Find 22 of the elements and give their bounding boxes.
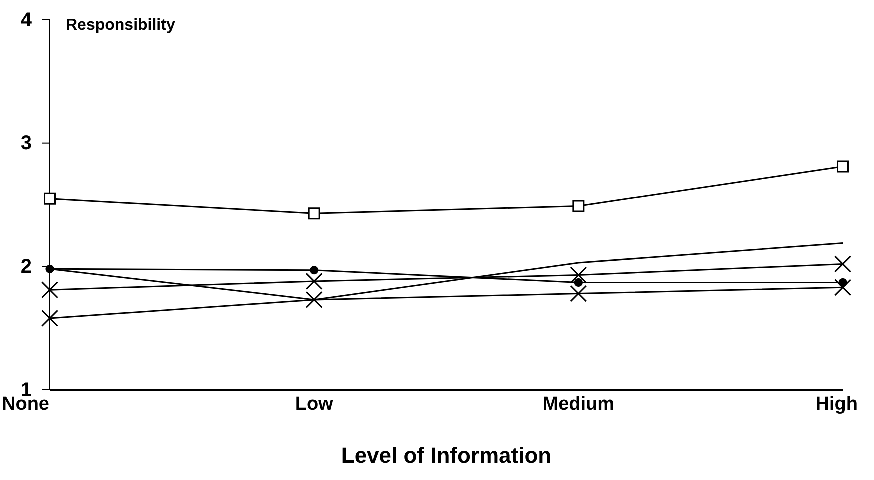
x-tick-label: Medium: [542, 394, 615, 416]
point: [41, 282, 59, 299]
point: [41, 310, 59, 328]
point: [572, 200, 585, 212]
x-tick-label: Low: [295, 394, 334, 416]
point: [306, 291, 323, 309]
point: [834, 256, 852, 273]
point: [44, 192, 56, 205]
x-axis-title: Level of Information: [341, 443, 552, 468]
y-tick-label: 2: [20, 256, 32, 278]
y-axis-title: Responsibility: [66, 17, 176, 34]
point: [570, 266, 588, 284]
point: [834, 279, 852, 296]
point: [574, 278, 583, 288]
point: [570, 285, 588, 302]
point: [306, 272, 323, 290]
point: [308, 208, 320, 220]
point: [310, 266, 319, 275]
point: [837, 160, 849, 173]
y-tick-label: 4: [20, 9, 33, 32]
x-tick-label: High: [816, 394, 858, 416]
y-tick-label: 3: [20, 132, 32, 155]
